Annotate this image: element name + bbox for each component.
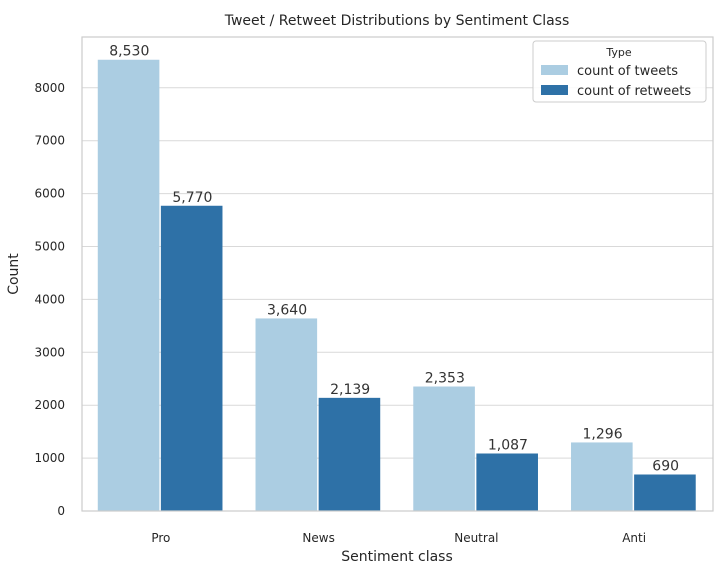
bars	[97, 59, 696, 511]
y-tick-label: 6000	[34, 187, 65, 201]
data-label: 1,296	[583, 426, 623, 442]
bar	[160, 205, 223, 511]
data-label: 2,139	[330, 382, 370, 398]
bar	[255, 318, 318, 511]
legend-swatch	[541, 65, 568, 75]
y-tick-labels: 0 1000 2000 3000 4000 5000 6000 7000 8000	[34, 81, 65, 518]
data-labels: 8,530 5,770 3,640 2,139 2,353 1,087 1,296 690	[109, 44, 679, 475]
x-tick-label: News	[302, 531, 334, 545]
legend: Type count of tweets count of retweets	[532, 40, 707, 103]
data-label: 3,640	[267, 302, 307, 318]
x-tick-label: Anti	[622, 531, 646, 545]
bar	[571, 442, 633, 511]
y-tick-label: 8000	[34, 81, 65, 95]
legend-box	[532, 40, 707, 103]
bar	[634, 474, 696, 511]
y-tick-label: 3000	[34, 345, 65, 359]
x-tick-label: Neutral	[454, 531, 498, 545]
x-tick-label: Pro	[151, 531, 170, 545]
chart-title: Tweet / Retweet Distributions by Sentime…	[224, 13, 570, 29]
data-label: 1,087	[488, 437, 528, 453]
y-tick-label: 1000	[34, 451, 65, 465]
bar	[476, 453, 538, 511]
legend-title: Type	[605, 46, 631, 59]
plot-frame	[81, 36, 714, 512]
bar	[318, 397, 381, 511]
legend-swatch	[541, 85, 568, 95]
data-label: 8,530	[109, 44, 149, 60]
y-tick-label: 4000	[34, 292, 65, 306]
bar	[97, 59, 160, 511]
y-axis-label: Count	[6, 253, 22, 295]
data-label: 2,353	[425, 371, 465, 387]
x-axis-label: Sentiment class	[341, 549, 453, 565]
y-tick-label: 7000	[34, 134, 65, 148]
y-tick-label: 5000	[34, 239, 65, 253]
legend-label: count of tweets	[577, 64, 678, 79]
y-tick-label: 0	[57, 504, 65, 518]
legend-label: count of retweets	[577, 84, 691, 99]
x-tick-labels: Pro News Neutral Anti	[151, 531, 646, 545]
data-label: 5,770	[172, 190, 212, 206]
y-tick-label: 2000	[34, 398, 65, 412]
bar	[413, 386, 475, 511]
data-label: 690	[652, 458, 679, 474]
